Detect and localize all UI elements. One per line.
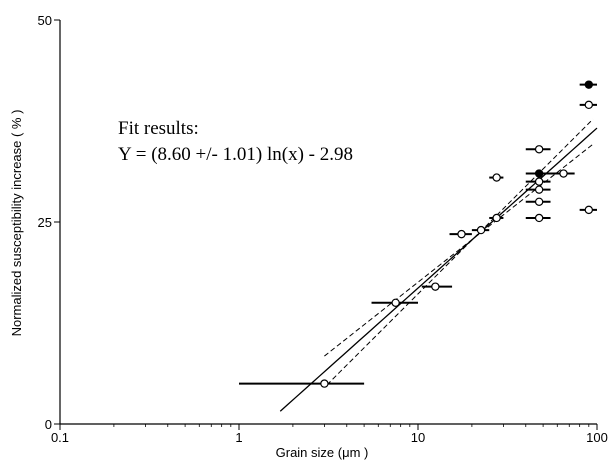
confidence-band-line — [324, 143, 594, 357]
confidence-band-line — [326, 118, 594, 386]
data-point-open — [320, 379, 329, 388]
data-point-open — [559, 169, 568, 178]
x-tick-label: 1 — [235, 430, 242, 445]
ticks: 0.1 1 10 100 0 25 50 — [38, 13, 608, 445]
fit-line-group — [279, 127, 598, 412]
data-points — [320, 80, 594, 388]
confidence-bands — [324, 118, 594, 386]
annotation-fit-title: Fit results: — [118, 118, 199, 139]
y-tick-label: 50 — [38, 13, 52, 28]
data-point-open — [492, 213, 501, 223]
fit-line — [279, 127, 598, 412]
x-tick-label: 10 — [411, 430, 425, 445]
error-bars — [239, 83, 597, 385]
data-point-open — [391, 298, 400, 307]
y-axis-label: Normalized susceptibility increase ( % ) — [9, 110, 24, 337]
data-point-open — [534, 197, 544, 206]
y-tick-label: 25 — [38, 215, 52, 230]
data-point-filled — [584, 80, 594, 89]
data-point-open — [431, 282, 440, 291]
data-point-open — [584, 100, 594, 110]
axes — [59, 20, 597, 425]
x-axis-label: Grain size (μm ) — [276, 445, 369, 460]
data-point-open — [584, 205, 594, 215]
y-tick-label: 0 — [45, 417, 52, 432]
data-point-filled — [534, 169, 544, 178]
data-point-open — [534, 213, 544, 223]
data-point-open — [457, 229, 466, 239]
data-point-open — [534, 177, 544, 186]
data-point-open — [492, 173, 501, 182]
data-point-open — [534, 185, 544, 194]
annotation-fit-equation: Y = (8.60 +/- 1.01) ln(x) - 2.98 — [118, 144, 353, 165]
data-point-open — [534, 145, 544, 154]
x-tick-label: 0.1 — [51, 430, 69, 445]
data-point-open — [476, 225, 486, 235]
x-tick-label: 100 — [586, 430, 608, 445]
